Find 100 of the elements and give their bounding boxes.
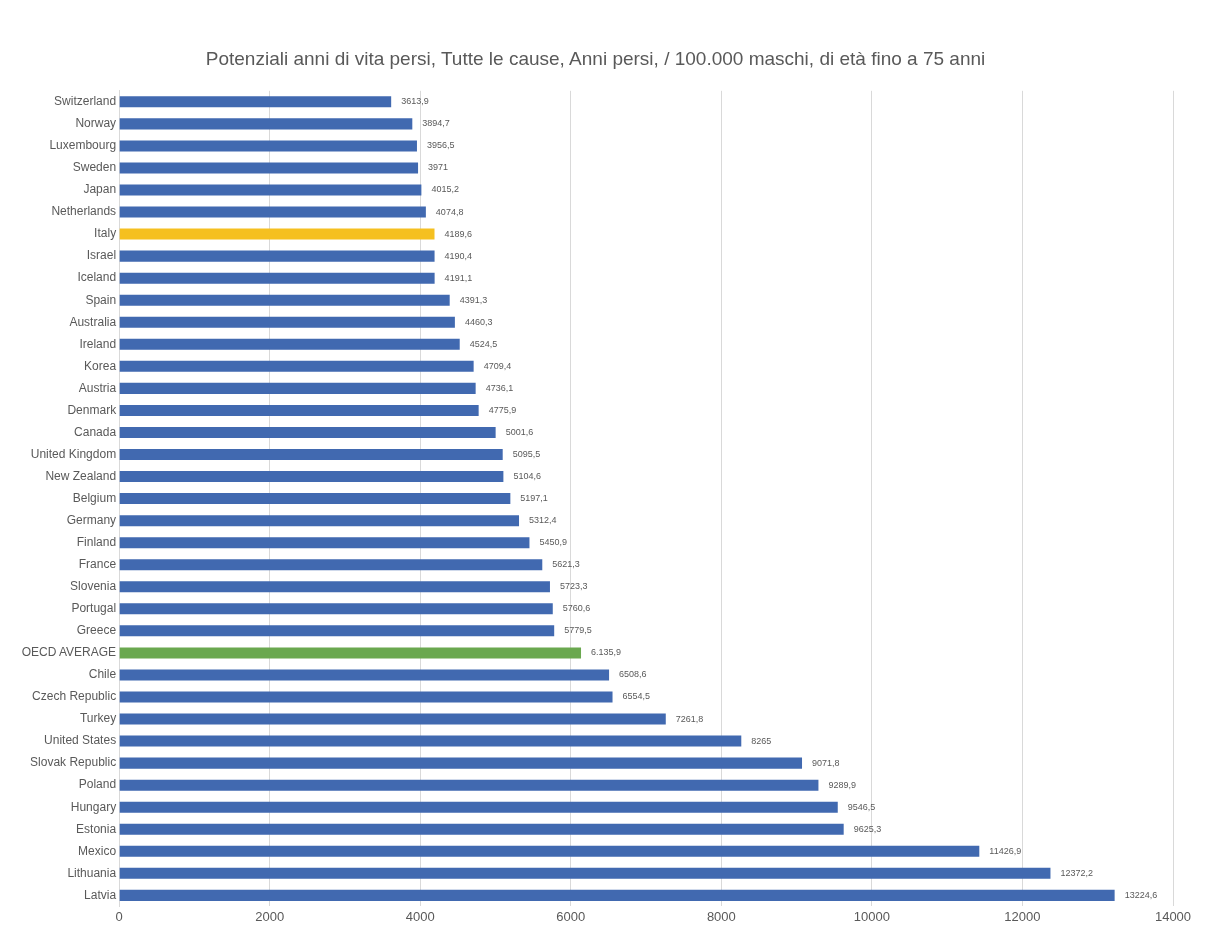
data-label: 9625,3 (853, 823, 882, 834)
bar (119, 162, 419, 174)
data-label: 4736,1 (485, 382, 514, 393)
data-label: 11426,9 (989, 845, 1022, 856)
data-label: 8265 (751, 735, 772, 746)
y-tick-label: Slovak Republic (30, 755, 117, 770)
y-tick-label: United Kingdom (30, 446, 117, 461)
bar (119, 515, 520, 527)
y-tick-label: Slovenia (70, 579, 117, 594)
bar (119, 713, 666, 725)
x-tick-label: 10000 (853, 908, 890, 924)
y-tick-label: France (78, 557, 117, 572)
data-label: 5760,6 (562, 603, 591, 614)
bar (119, 294, 450, 306)
data-label: 5723,3 (559, 581, 588, 592)
y-tick-label: Norway (75, 116, 117, 131)
data-label: 4775,9 (488, 404, 517, 415)
x-tick-label: 8000 (706, 908, 736, 924)
bar (119, 250, 435, 262)
data-label: 12372,2 (1060, 867, 1094, 878)
y-tick-label: Portugal (71, 601, 117, 616)
bar (119, 867, 1051, 879)
y-tick-label: Mexico (78, 843, 117, 858)
y-tick-label: Hungary (70, 799, 117, 814)
data-label: 3971 (428, 162, 449, 173)
y-tick-label: Australia (69, 314, 117, 329)
y-tick-label: Canada (74, 424, 117, 439)
bar (119, 316, 455, 328)
y-tick-label: Korea (84, 358, 117, 373)
y-tick-label: Greece (76, 623, 117, 638)
data-label: 4191,1 (444, 272, 473, 283)
bar (119, 184, 422, 196)
x-tick-label: 0 (115, 908, 123, 924)
data-label: 3956,5 (426, 140, 455, 151)
data-label: 5095,5 (512, 449, 541, 459)
data-label: 6554,5 (622, 691, 651, 702)
x-tick-label: 12000 (1004, 908, 1041, 924)
y-tick-label: Lithuania (67, 865, 117, 880)
data-label: 5312,4 (529, 515, 557, 526)
data-label: 5197,1 (520, 493, 548, 504)
bar (119, 581, 550, 593)
bar (119, 382, 476, 394)
y-tick-label: Czech Republic (32, 689, 117, 704)
data-label: 4524,5 (469, 338, 498, 349)
bar (119, 118, 413, 130)
bar (119, 647, 582, 659)
bar (119, 779, 819, 791)
y-tick-label: Germany (66, 512, 117, 527)
data-label: 4190,4 (444, 250, 473, 261)
y-tick-label: Netherlands (51, 204, 117, 219)
y-tick-label: Finland (76, 535, 117, 549)
bar (119, 493, 511, 505)
data-label: 9071,8 (812, 757, 840, 768)
bar (119, 228, 435, 240)
data-label: 7261,8 (675, 713, 704, 724)
x-tick-label: 14000 (1154, 908, 1192, 924)
bar (119, 735, 742, 747)
bar (119, 625, 555, 637)
data-label: 3613,9 (401, 96, 429, 107)
chart-title: Potenziali anni di vita persi, Tutte le cause, Anni persi, / 100.000 maschi, di età fino a 75 anni (205, 47, 986, 69)
y-tick-label: Latvia (84, 887, 117, 902)
bar (119, 404, 479, 416)
data-label: 3894,7 (422, 118, 450, 129)
y-tick-label: Poland (78, 777, 117, 792)
data-label: 4460,3 (464, 316, 493, 327)
y-tick-label: Ireland (79, 336, 117, 351)
data-label: 9546,5 (847, 801, 876, 812)
y-tick-label: Estonia (76, 821, 117, 836)
y-tick-label: OECD AVERAGE (21, 645, 117, 660)
bar (119, 559, 543, 571)
y-tick-label: Japan (83, 182, 117, 197)
y-tick-label: Austria (78, 380, 117, 395)
bar (119, 338, 460, 350)
x-tick-label: 4000 (405, 908, 435, 924)
y-tick-label: Switzerland (54, 94, 117, 109)
bar (119, 471, 504, 483)
y-tick-label: Denmark (67, 402, 118, 417)
data-label: 5621,3 (552, 559, 580, 570)
data-label: 5104,6 (513, 471, 541, 482)
bar (119, 691, 613, 703)
x-tick-label: 2000 (255, 908, 285, 924)
bar (119, 801, 838, 813)
bar (119, 823, 844, 835)
y-tick-label: Israel (86, 248, 117, 263)
y-tick-label: Turkey (79, 711, 117, 726)
y-tick-label: Spain (85, 292, 117, 307)
data-label: 6508,6 (619, 669, 647, 680)
y-tick-label: United States (44, 733, 117, 748)
data-label: 5779,5 (564, 625, 592, 636)
data-label: 9289,9 (828, 779, 856, 790)
bar (119, 757, 803, 769)
bar (119, 603, 553, 615)
data-label: 5450,9 (539, 537, 567, 548)
x-tick-label: 6000 (556, 908, 586, 924)
data-label: 13224,6 (1124, 889, 1158, 900)
data-label: 5001,6 (505, 426, 534, 437)
y-tick-label: Sweden (72, 160, 117, 175)
data-label: 4074,8 (435, 206, 464, 217)
bar (119, 140, 417, 152)
data-label: 4391,3 (459, 294, 488, 305)
